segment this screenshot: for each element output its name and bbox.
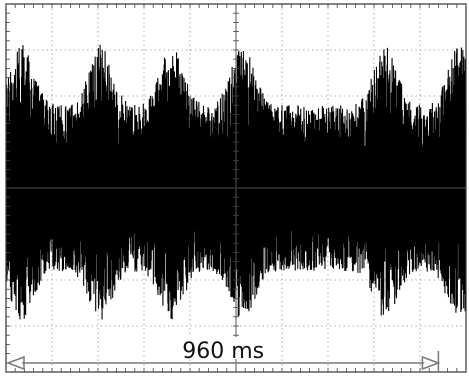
duration-annotation: 960 ms	[5, 337, 441, 372]
duration-arrow-right-head	[421, 355, 441, 371]
axes	[5, 3, 467, 373]
duration-label: 960 ms	[182, 339, 264, 364]
duration-arrow-left-head	[5, 355, 25, 371]
duration-label-background	[171, 337, 276, 359]
